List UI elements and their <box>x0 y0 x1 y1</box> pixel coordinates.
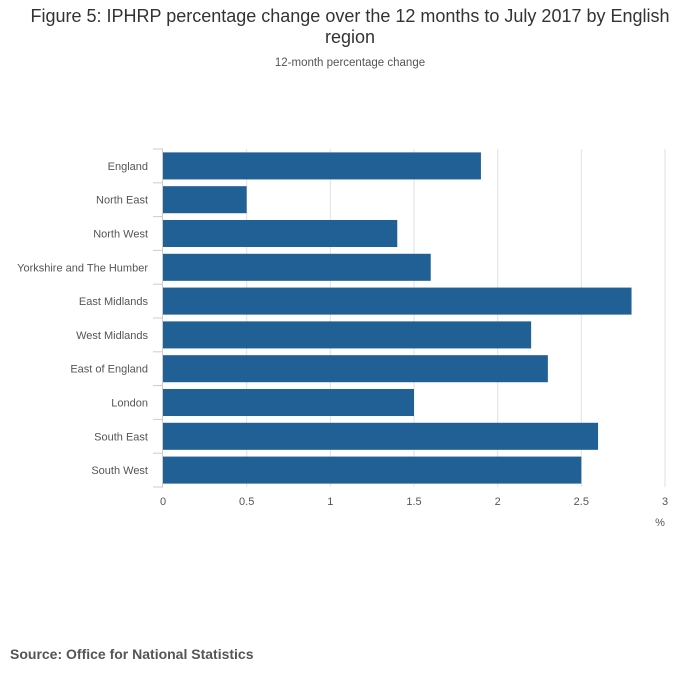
x-tick-label: 1 <box>327 496 333 508</box>
category-label: South East <box>94 431 148 443</box>
bar[interactable] <box>163 422 599 450</box>
bar[interactable] <box>163 253 431 281</box>
category-label: England <box>108 161 148 173</box>
source-note: Source: Office for National Statistics <box>10 646 254 662</box>
x-tick-label: 0.5 <box>239 496 254 508</box>
x-tick-label: 0 <box>160 496 166 508</box>
category-label: East Midlands <box>79 296 149 308</box>
category-label: South West <box>91 465 148 477</box>
x-tick-label: 2 <box>495 496 501 508</box>
labels: 0 0.5 1 1.5 2 2.5 3 England North East North West… <box>17 161 668 508</box>
category-label: London <box>111 398 148 410</box>
x-axis-label: % <box>655 517 665 529</box>
bar[interactable] <box>163 287 632 315</box>
bar[interactable] <box>163 186 247 214</box>
bar[interactable] <box>163 355 548 383</box>
bar[interactable] <box>163 321 532 349</box>
category-label: East of England <box>70 364 148 376</box>
category-label: North West <box>93 229 148 241</box>
bar[interactable] <box>163 456 582 484</box>
bars <box>163 152 632 484</box>
x-tick-label: 2.5 <box>574 496 589 508</box>
category-label: West Midlands <box>76 330 148 342</box>
x-tick-label: 3 <box>662 496 668 508</box>
category-label: Yorkshire and The Humber <box>17 262 148 274</box>
bar[interactable] <box>163 152 481 180</box>
chart-subtitle: 12-month percentage change <box>274 57 426 69</box>
bar[interactable] <box>163 219 398 248</box>
bar[interactable] <box>163 388 414 417</box>
category-label: North East <box>96 195 148 207</box>
chart-title: Figure 5: IPHRP percentage change over t… <box>30 6 670 47</box>
axes <box>153 148 163 488</box>
x-tick-label: 1.5 <box>406 496 421 508</box>
